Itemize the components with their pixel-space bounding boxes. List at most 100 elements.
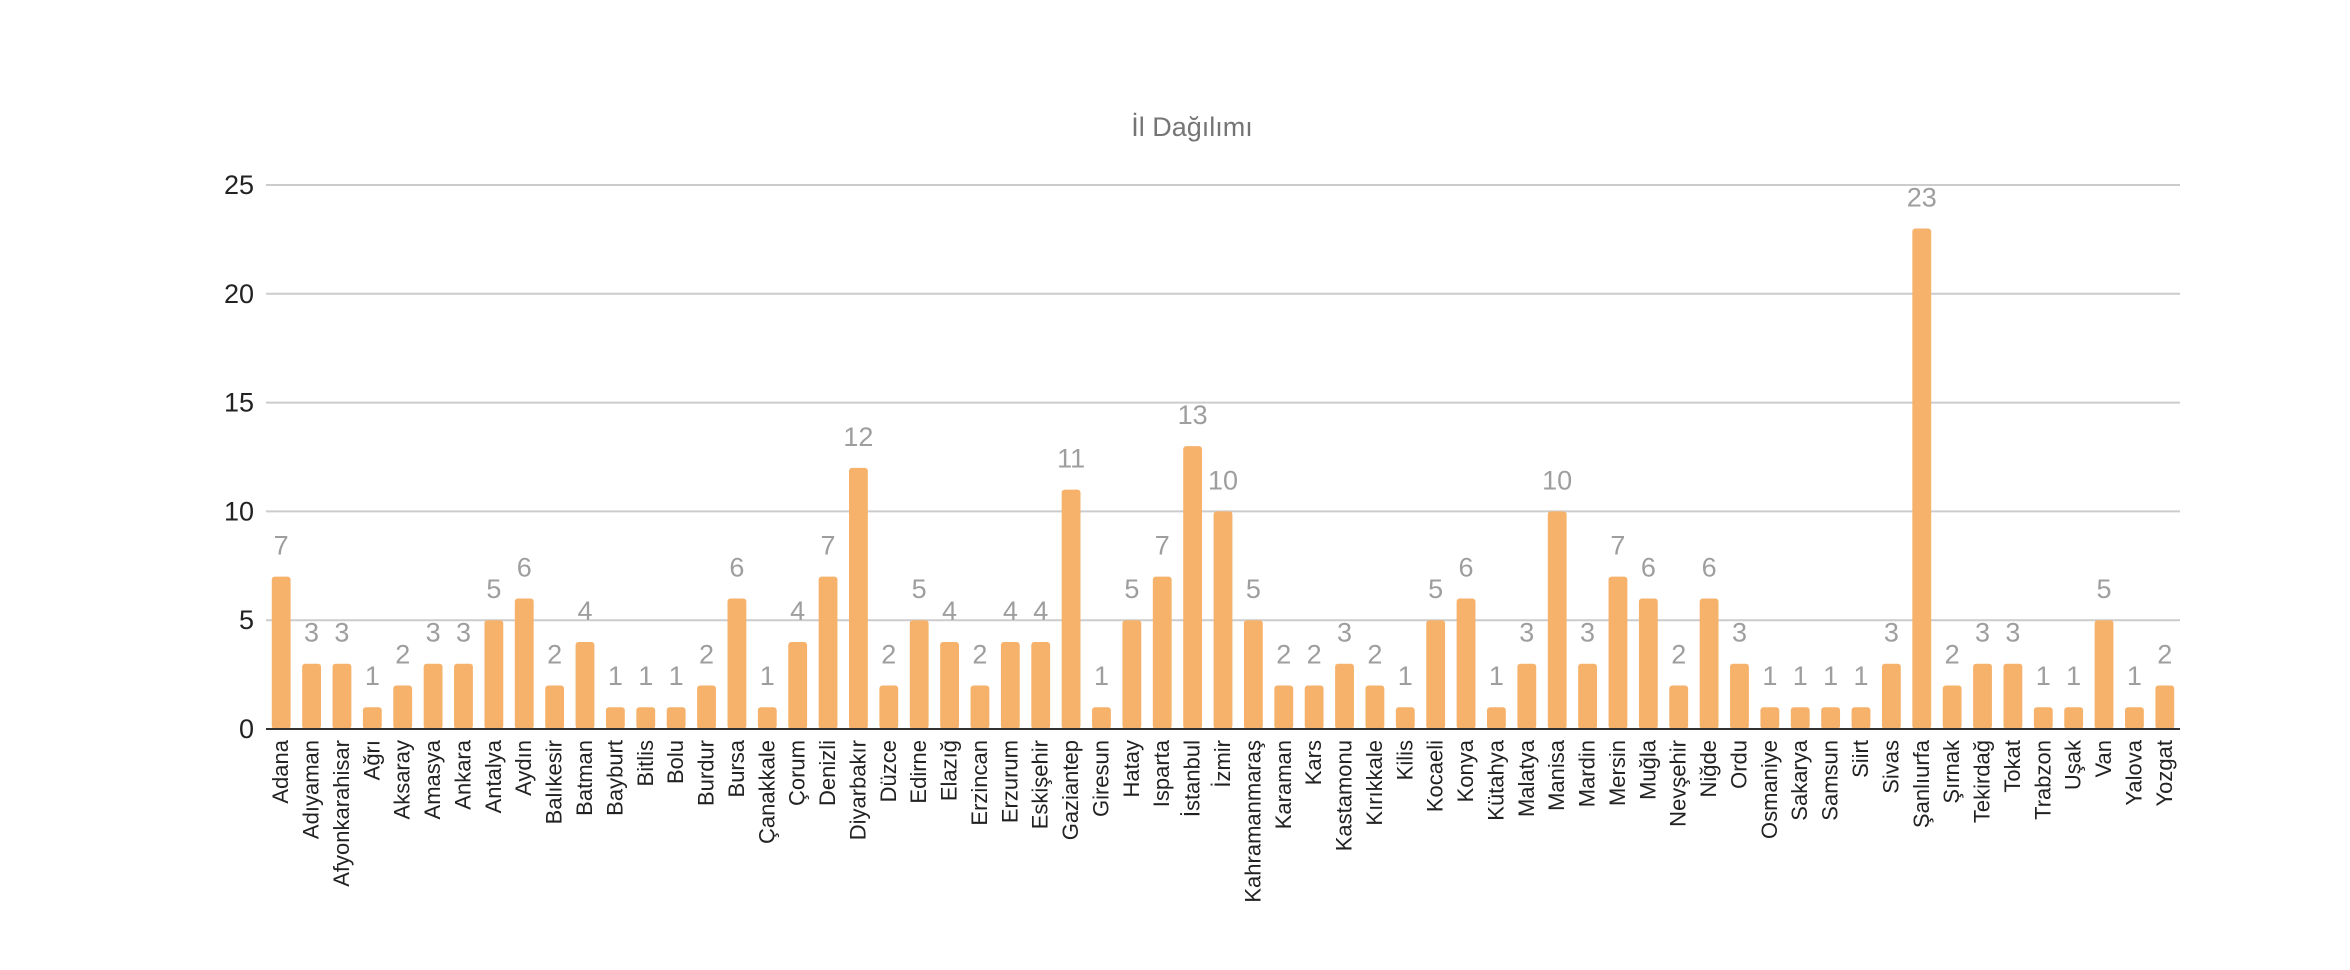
x-tick-label: Şanlıurfa [1909, 739, 1934, 828]
bar [1031, 641, 1051, 729]
bar [1456, 598, 1476, 729]
data-label: 1 [669, 661, 684, 691]
chart-title: İl Dağılımı [1131, 111, 1253, 142]
x-tick-label: Ağrı [359, 740, 384, 780]
bar [1608, 576, 1628, 729]
bar [909, 620, 929, 729]
bar [940, 641, 959, 729]
x-tick-label: Manisa [1544, 739, 1569, 811]
data-label: 7 [1155, 531, 1170, 561]
x-tick-label: Ordu [1726, 740, 1751, 789]
x-tick-label: Kocaeli [1423, 740, 1448, 812]
data-label: 3 [304, 618, 319, 648]
bar [1973, 663, 1992, 729]
x-tick-label: Giresun [1088, 740, 1113, 817]
x-tick-label: Elazığ [937, 740, 962, 801]
data-label: 6 [729, 552, 744, 582]
x-tick-label: Osmaniye [1757, 740, 1782, 839]
bar [2125, 707, 2144, 729]
data-label: 4 [1003, 596, 1018, 626]
data-label: 7 [274, 531, 289, 561]
gridlines [266, 184, 2180, 622]
x-tick-label: Mersin [1605, 740, 1630, 806]
bar [1335, 663, 1354, 729]
bar [1790, 707, 1810, 729]
x-tick-label: Kütahya [1483, 739, 1508, 820]
x-tick-label: İzmir [1210, 740, 1235, 788]
data-label: 3 [426, 618, 441, 648]
data-label: 1 [2066, 661, 2081, 691]
data-label: 4 [790, 596, 805, 626]
data-label: 2 [2157, 639, 2172, 669]
data-label: 23 [1907, 183, 1937, 213]
data-label: 4 [942, 596, 957, 626]
data-label: 10 [1542, 465, 1572, 495]
data-label: 3 [1519, 618, 1534, 648]
data-label: 7 [1610, 531, 1625, 561]
bar [575, 641, 595, 729]
x-tick-label: Sivas [1878, 740, 1903, 794]
data-label: 6 [1459, 552, 1474, 582]
bar [1243, 620, 1263, 729]
y-tick-label: 20 [224, 279, 254, 309]
bar [545, 685, 565, 729]
x-tick-label: Düzce [876, 740, 901, 802]
data-label: 2 [972, 639, 987, 669]
x-tick-label: Kilis [1392, 740, 1417, 780]
x-tick-label: Niğde [1696, 740, 1721, 797]
data-label: 1 [608, 661, 623, 691]
x-tick-label: Uşak [2061, 739, 2086, 790]
x-tick-label: Aksaray [390, 740, 415, 819]
data-label: 2 [1276, 639, 1291, 669]
bar [757, 707, 777, 729]
x-tick-label: Eskişehir [1028, 740, 1053, 829]
bar [1730, 663, 1749, 729]
bar [636, 707, 656, 729]
bar [2064, 707, 2084, 729]
data-label: 5 [1246, 574, 1261, 604]
x-tick-label: Antalya [481, 739, 506, 813]
x-tick-label: Diyarbakır [845, 740, 870, 840]
x-tick-label: Afyonkarahisar [329, 740, 354, 887]
bar [1426, 620, 1446, 729]
bar [1851, 707, 1871, 729]
data-label: 1 [1853, 661, 1868, 691]
data-label: 1 [1094, 661, 1109, 691]
bar [484, 620, 504, 729]
data-label: 13 [1178, 400, 1208, 430]
x-tick-label: Aydın [511, 740, 536, 796]
y-tick-label: 5 [239, 605, 254, 635]
x-tick-label: Bolu [663, 740, 688, 784]
bar [271, 576, 291, 729]
y-tick-label: 15 [224, 388, 254, 418]
x-tick-label: Malatya [1514, 739, 1539, 817]
x-tick-label: Ankara [450, 739, 475, 809]
data-label: 1 [638, 661, 653, 691]
data-label: 1 [365, 661, 380, 691]
bar [1395, 707, 1415, 729]
data-label: 6 [517, 552, 532, 582]
x-tick-label: Edirne [906, 740, 931, 804]
x-tick-label: Nevşehir [1666, 740, 1691, 827]
x-tick-label: Siirt [1848, 740, 1873, 778]
data-label: 2 [1307, 639, 1322, 669]
bar [302, 663, 321, 729]
data-label: 1 [1489, 661, 1504, 691]
data-label: 11 [1057, 444, 1085, 474]
y-tick-label: 25 [224, 170, 254, 200]
x-tick-label: Yozgat [2152, 740, 2177, 806]
x-tick-label: Sakarya [1787, 739, 1812, 820]
bar [818, 576, 838, 729]
bar [1092, 707, 1111, 729]
bar [1183, 446, 1203, 729]
x-tick-label: Van [2091, 740, 2116, 778]
data-label: 2 [699, 639, 714, 669]
x-tick-label: İstanbul [1180, 740, 1205, 817]
bar [605, 707, 625, 729]
bar [1000, 641, 1020, 729]
x-tick-label: Kastamonu [1332, 740, 1357, 851]
data-label: 7 [821, 531, 836, 561]
bar [1547, 511, 1567, 729]
x-tick-label: Mardin [1575, 740, 1600, 807]
